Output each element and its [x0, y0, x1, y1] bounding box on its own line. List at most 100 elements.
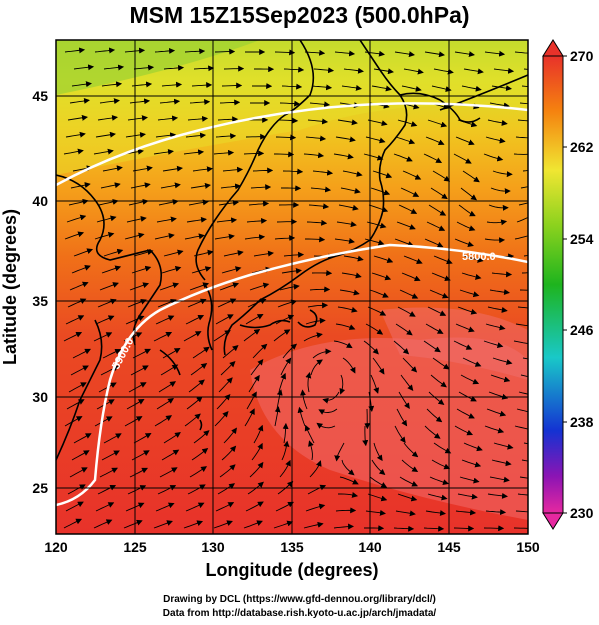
- streamline: [335, 323, 356, 330]
- streamline: [103, 248, 124, 257]
- streamline: [213, 149, 235, 156]
- streamline: [396, 221, 416, 230]
- streamline: [367, 493, 388, 502]
- streamline: [251, 442, 263, 461]
- streamline: [463, 442, 483, 452]
- streamline: [483, 153, 504, 162]
- streamline: [96, 215, 117, 223]
- streamline: [223, 250, 244, 257]
- streamline: [309, 460, 322, 478]
- streamline: [364, 238, 385, 246]
- streamline: [183, 520, 204, 529]
- streamline: [93, 148, 114, 155]
- streamline: [163, 432, 181, 444]
- streamline: [310, 186, 332, 193]
- streamline: [428, 204, 447, 216]
- streamline: [339, 374, 346, 395]
- y-tick: 25: [32, 480, 48, 496]
- streamline: [66, 214, 87, 223]
- streamline: [280, 357, 292, 376]
- streamline: [341, 459, 355, 476]
- streamline: [276, 389, 283, 410]
- streamline: [156, 398, 175, 410]
- streamline: [161, 81, 183, 88]
- streamline: [394, 425, 406, 444]
- streamline: [515, 323, 528, 327]
- streamline: [522, 170, 528, 172]
- streamline: [93, 519, 113, 529]
- streamline: [279, 459, 291, 478]
- streamline: [431, 85, 452, 93]
- streamline: [335, 507, 357, 514]
- streamline: [491, 271, 513, 278]
- streamline: [275, 501, 294, 512]
- streamline: [282, 168, 304, 175]
- contour-5800: [56, 102, 528, 187]
- streamline: [463, 68, 484, 75]
- y-axis-label: Latitude (degrees): [0, 209, 20, 365]
- colorbar-tick: 254: [570, 231, 594, 247]
- streamline: [127, 115, 148, 122]
- streamline: [94, 416, 113, 427]
- streamline: [426, 221, 446, 231]
- streamline: [343, 255, 364, 262]
- streamline: [249, 282, 270, 291]
- streamline: [428, 391, 445, 406]
- streamline: [217, 116, 239, 123]
- streamline: [274, 49, 296, 56]
- streamline: [101, 265, 122, 274]
- streamline: [426, 408, 443, 423]
- streamline: [249, 461, 264, 478]
- streamline: [220, 361, 236, 376]
- x-tick: 120: [44, 539, 68, 555]
- streamline: [100, 182, 121, 189]
- streamline: [310, 359, 323, 376]
- streamline: [515, 510, 528, 513]
- streamline: [487, 492, 508, 499]
- x-tick: 150: [516, 539, 540, 555]
- streamline: [252, 343, 268, 359]
- streamline: [277, 117, 299, 124]
- colorbar-tick: 262: [570, 139, 594, 155]
- streamline: [190, 182, 211, 189]
- streamline: [189, 466, 208, 478]
- streamline: [215, 502, 235, 512]
- streamline: [71, 450, 90, 461]
- streamline: [63, 331, 83, 342]
- streamline: [95, 315, 115, 325]
- streamline: [64, 231, 85, 240]
- streamline: [365, 509, 386, 516]
- streamline: [306, 219, 328, 226]
- colorbar: 270 262 254 246 238 230: [542, 39, 594, 530]
- streamline: [460, 187, 478, 201]
- streamline: [65, 315, 85, 325]
- streamline: [97, 484, 117, 495]
- streamline: [303, 332, 323, 342]
- streamline: [337, 119, 358, 126]
- streamline: [487, 119, 508, 126]
- streamline: [523, 442, 528, 445]
- streamline: [454, 238, 474, 248]
- streamline: [282, 422, 289, 444]
- streamline: [153, 148, 174, 155]
- streamline: [94, 231, 115, 240]
- y-tick: 40: [32, 193, 48, 209]
- streamline: [457, 306, 478, 315]
- streamline: [217, 483, 236, 495]
- streamline: [430, 374, 447, 388]
- streamline: [427, 306, 447, 316]
- streamline: [396, 408, 408, 427]
- streamline: [455, 323, 475, 333]
- streamline: [221, 266, 242, 274]
- streamline: [213, 520, 233, 529]
- streamline: [244, 234, 266, 241]
- streamline: [69, 97, 90, 104]
- streamline: [453, 153, 472, 164]
- streamline: [132, 165, 153, 172]
- streamline: [160, 182, 181, 189]
- streamline: [130, 182, 151, 189]
- streamline: [455, 136, 475, 146]
- streamline: [65, 131, 86, 138]
- streamline: [340, 187, 361, 194]
- streamline: [371, 272, 392, 281]
